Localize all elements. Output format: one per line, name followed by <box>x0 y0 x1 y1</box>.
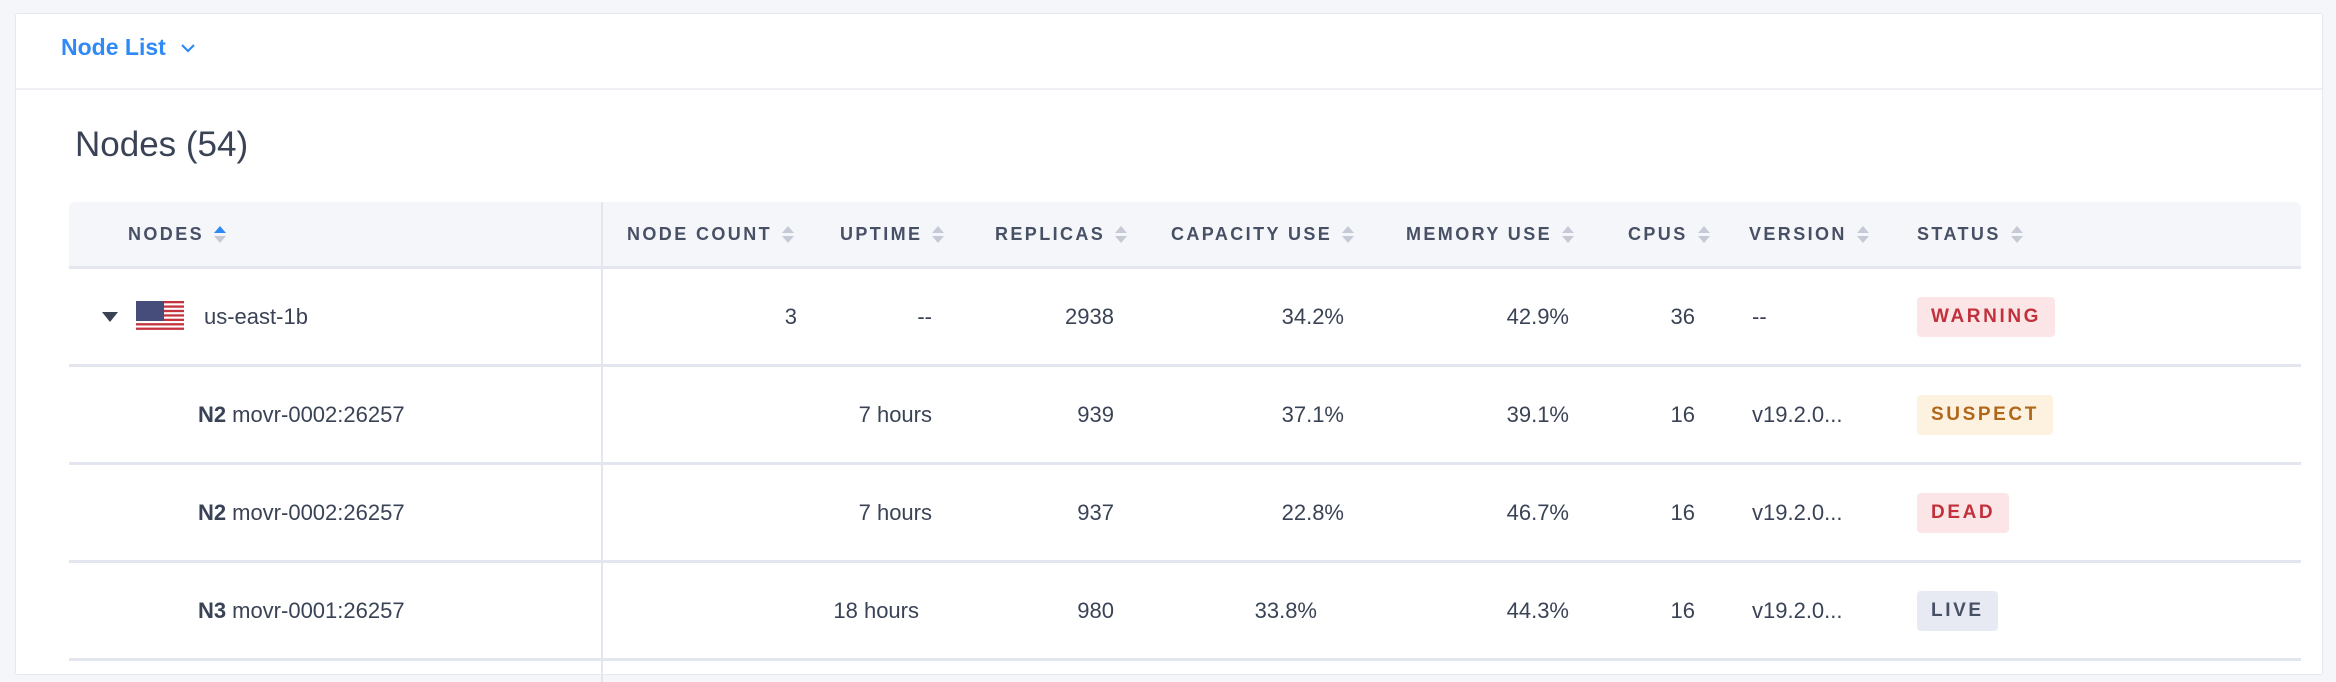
node-row[interactable]: N3 movr-0001:26257 18 hours 980 33.8% 44.3% 16… <box>69 563 2301 661</box>
column-header-nodes[interactable]: NODES <box>128 202 227 266</box>
column-header-cpus[interactable]: CPUS <box>1628 202 1710 266</box>
cell-capacity: 34.2% <box>1281 303 1344 329</box>
cell-uptime: 7 hours <box>858 401 932 427</box>
column-header-label: VERSION <box>1749 223 1847 244</box>
view-selector-label: Node List <box>61 34 166 60</box>
column-header-label: CPUS <box>1628 223 1688 244</box>
column-divider <box>601 202 603 682</box>
cell-memory: 44.3% <box>1506 597 1569 623</box>
sort-icon <box>1697 225 1710 243</box>
us-flag-icon <box>136 301 184 330</box>
collapse-caret-icon[interactable] <box>102 311 118 322</box>
cell-replicas: 939 <box>1077 401 1114 427</box>
sort-icon <box>2010 225 2023 243</box>
cell-cpus: 16 <box>1670 499 1695 525</box>
column-header-label: MEMORY USE <box>1406 223 1553 244</box>
status-badge: WARNING <box>1917 296 2056 337</box>
view-selector-dropdown[interactable]: Node List <box>61 34 196 61</box>
cell-version: v19.2.0... <box>1752 401 1843 427</box>
cell-version: v19.2.0... <box>1752 499 1843 525</box>
cell-uptime: -- <box>917 303 932 329</box>
node-address[interactable]: movr-0001:26257 <box>232 597 405 623</box>
column-header-version[interactable]: VERSION <box>1749 202 1869 266</box>
column-header-label: CAPACITY USE <box>1171 223 1333 244</box>
cell-replicas: 937 <box>1077 499 1114 525</box>
node-id: N2 <box>198 401 227 427</box>
cell-replicas: 980 <box>1077 597 1114 623</box>
cell-memory: 46.7% <box>1506 499 1569 525</box>
cell-cpus: 16 <box>1670 597 1695 623</box>
column-header-label: STATUS <box>1917 223 2001 244</box>
region-name: us-east-1b <box>204 303 308 329</box>
sort-icon <box>214 225 227 243</box>
cell-capacity: 22.8% <box>1281 499 1344 525</box>
node-row[interactable]: N2 movr-0002:26257 7 hours 939 37.1% 39.1% 16 v… <box>69 367 2301 465</box>
cell-capacity: 33.8% <box>1254 597 1317 623</box>
column-header-label: NODES <box>128 223 205 244</box>
sort-icon <box>1342 225 1355 243</box>
chevron-down-icon <box>181 43 195 53</box>
node-id: N3 <box>198 597 227 623</box>
sort-icon <box>782 225 794 243</box>
cell-uptime: 7 hours <box>858 499 932 525</box>
column-header-uptime[interactable]: UPTIME <box>840 202 945 266</box>
column-header-label: REPLICAS <box>995 223 1106 244</box>
column-header-memory-use[interactable]: MEMORY USE <box>1406 202 1575 266</box>
sort-icon <box>1562 225 1575 243</box>
cell-memory: 39.1% <box>1506 401 1569 427</box>
status-badge: LIVE <box>1917 590 1998 631</box>
cell-uptime: 18 hours <box>833 597 919 623</box>
node-address[interactable]: movr-0002:26257 <box>232 499 405 525</box>
node-list-card: Node List Nodes (54) NODES NODE COUNT UPTI… <box>15 13 2323 682</box>
node-row[interactable]: N2 movr-0002:26257 7 hours 937 22.8% 46.7% 16 v… <box>69 465 2301 563</box>
table-header: NODES NODE COUNT UPTIME REPLICAS CAPACITY US… <box>69 202 2301 269</box>
cell-version: v19.2.0... <box>1752 597 1843 623</box>
status-badge: SUSPECT <box>1917 394 2053 435</box>
column-header-capacity-use[interactable]: CAPACITY USE <box>1171 202 1355 266</box>
sort-icon <box>1856 225 1869 243</box>
cell-memory: 42.9% <box>1506 303 1569 329</box>
node-address[interactable]: movr-0002:26257 <box>232 401 405 427</box>
nodes-table: NODES NODE COUNT UPTIME REPLICAS CAPACITY US… <box>69 202 2301 682</box>
cell-cpus: 16 <box>1670 401 1695 427</box>
cell-cpus: 36 <box>1670 303 1695 329</box>
column-header-label: NODE COUNT <box>627 223 772 244</box>
column-header-label: UPTIME <box>840 223 923 244</box>
node-id: N2 <box>198 499 227 525</box>
status-badge: DEAD <box>1917 492 2010 533</box>
cell-replicas: 2938 <box>1065 303 1114 329</box>
table-body: us-east-1b 3 -- 2938 34.2% 42.9% 36 -- WARNING N2… <box>69 269 2301 661</box>
sort-icon <box>1115 225 1128 243</box>
column-header-replicas[interactable]: REPLICAS <box>995 202 1128 266</box>
top-bar: Node List <box>16 14 2322 90</box>
column-header-node-count[interactable]: NODE COUNT <box>627 202 794 266</box>
cell-version: -- <box>1752 303 1767 329</box>
sort-icon <box>932 225 945 243</box>
region-row[interactable]: us-east-1b 3 -- 2938 34.2% 42.9% 36 -- WARNING <box>69 269 2301 367</box>
page-title: Nodes (54) <box>75 125 249 164</box>
cell-capacity: 37.1% <box>1281 401 1344 427</box>
column-header-status[interactable]: STATUS <box>1917 202 2023 266</box>
cell-node_count: 3 <box>784 303 797 329</box>
